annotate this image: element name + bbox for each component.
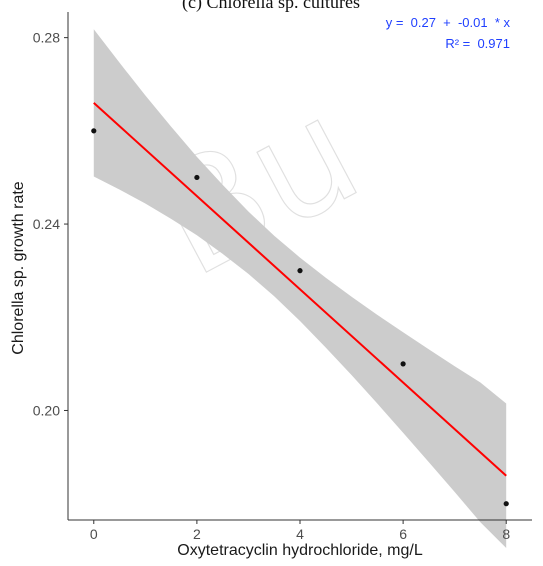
data-point [400,361,406,367]
data-point [503,501,509,507]
x-axis-label: Oxytetracyclin hydrochloride, mg/L [177,542,423,559]
plot-area [91,29,509,548]
x-tick-label: 8 [502,526,510,542]
x-tick-label: 6 [399,526,407,542]
y-tick-label: 0.28 [33,30,60,46]
axis-ticks: 0 2 4 6 8 0.20 0.24 0.28 [33,30,511,542]
y-axis-label: Chlorella sp. growth rate [10,181,27,355]
data-point [297,268,303,274]
regression-equation: y = 0.27 + -0.01 * x [386,15,511,30]
x-tick-label: 0 [90,526,98,542]
y-tick-label: 0.20 [33,402,60,418]
data-point [91,128,97,134]
x-tick-label: 4 [296,526,304,542]
figure-caption: (c) Chlorella sp. cultures [182,0,360,13]
x-tick-label: 2 [193,526,201,542]
regression-line [93,102,507,477]
y-tick-label: 0.24 [33,216,60,232]
r-squared-label: R² = 0.971 [445,36,510,51]
data-point [194,174,200,181]
